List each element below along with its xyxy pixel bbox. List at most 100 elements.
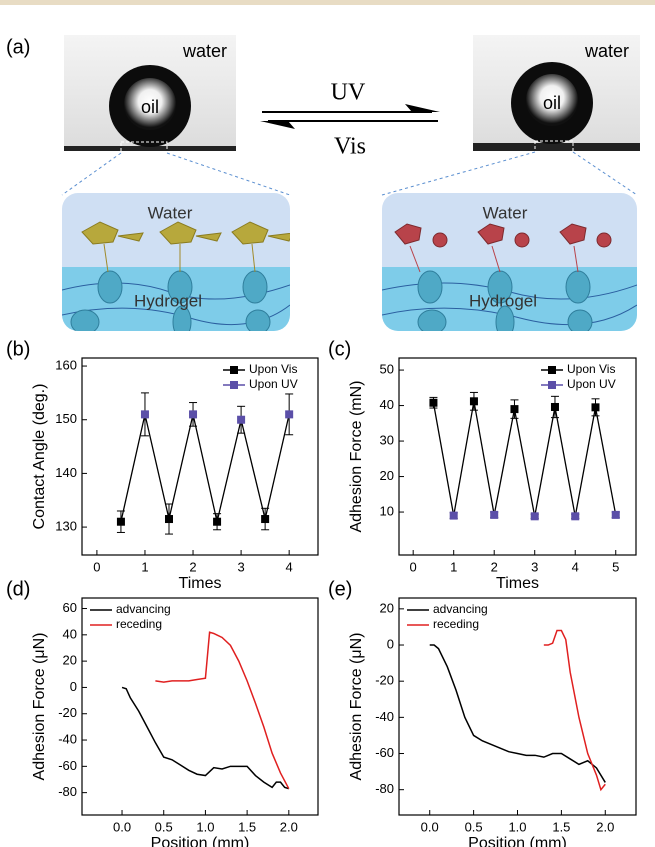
x-axis-label: Position (mm) xyxy=(468,835,567,847)
y-tick-label: 0 xyxy=(70,679,77,694)
x-axis-label: Times xyxy=(496,575,539,592)
marker xyxy=(490,510,499,519)
marker xyxy=(261,515,270,524)
y-tick-label: -40 xyxy=(375,709,394,724)
marker xyxy=(469,397,478,406)
right-schematic: Water Hydrogel xyxy=(382,193,637,331)
y-tick-label: 20 xyxy=(63,653,77,668)
x-tick-label: 1 xyxy=(450,559,457,574)
x-tick-label: 0.0 xyxy=(113,819,131,834)
y-tick-label: 40 xyxy=(63,626,77,641)
marker xyxy=(449,511,458,520)
top-band xyxy=(0,0,655,5)
legend-marker xyxy=(548,381,556,389)
x-tick-label: 0.5 xyxy=(465,819,483,834)
legend-label: receding xyxy=(116,617,162,631)
legend-label: Upon Vis xyxy=(567,362,615,376)
marker xyxy=(429,398,438,407)
x-axis-label: Position (mm) xyxy=(151,835,250,847)
y-tick-label: -40 xyxy=(58,731,77,746)
arrow-label: Vis xyxy=(334,134,366,160)
drop-label: oil xyxy=(543,93,561,113)
legend-label: receding xyxy=(433,617,479,631)
x-tick-label: 1 xyxy=(141,559,148,574)
left-schematic: Water Hydrogel xyxy=(62,193,290,331)
x-tick-label: 0.0 xyxy=(421,819,439,834)
legend-marker xyxy=(230,366,238,374)
marker xyxy=(571,512,580,521)
x-tick-label: 0 xyxy=(410,559,417,574)
right-photo: water oil xyxy=(473,35,640,153)
marker xyxy=(116,517,125,526)
panel-label: (c) xyxy=(328,338,351,360)
y-tick-label: 150 xyxy=(55,411,77,426)
y-tick-label: 20 xyxy=(380,468,394,483)
y-tick-label: -20 xyxy=(375,673,394,688)
data-line xyxy=(155,631,290,790)
legend-label: Upon UV xyxy=(567,377,616,391)
legend-marker xyxy=(548,366,556,374)
x-axis-label: Times xyxy=(179,575,222,592)
legend-marker xyxy=(230,381,238,389)
x-tick-label: 5 xyxy=(612,559,619,574)
y-tick-label: -60 xyxy=(375,745,394,760)
y-tick-label: 10 xyxy=(380,503,394,518)
left-photo: water oil xyxy=(64,35,236,154)
plot-frame xyxy=(398,357,637,556)
panel-label: (d) xyxy=(6,578,30,600)
legend-label: Upon Vis xyxy=(249,362,297,376)
y-axis-label: Contact Angle (deg.) xyxy=(31,384,48,530)
region-label: Hydrogel xyxy=(134,291,202,310)
plot-frame xyxy=(81,597,319,816)
panel-label: (b) xyxy=(6,338,30,360)
y-tick-label: 50 xyxy=(380,362,394,377)
y-tick-label: 30 xyxy=(380,432,394,447)
y-tick-label: -20 xyxy=(58,705,77,720)
marker xyxy=(611,510,620,519)
panel-label: (e) xyxy=(328,578,352,600)
x-tick-label: 0 xyxy=(93,559,100,574)
y-tick-label: 140 xyxy=(55,465,77,480)
region-label: Water xyxy=(148,203,193,222)
x-tick-label: 3 xyxy=(237,559,244,574)
data-line xyxy=(543,629,606,792)
x-tick-label: 3 xyxy=(531,559,538,574)
y-tick-label: 40 xyxy=(380,397,394,412)
x-tick-label: 1.5 xyxy=(238,819,256,834)
zoom-lines xyxy=(61,151,638,196)
y-tick-label: -80 xyxy=(375,781,394,796)
region-label: Water xyxy=(483,203,528,222)
x-tick-label: 4 xyxy=(286,559,293,574)
marker xyxy=(164,515,173,524)
y-tick-label: 130 xyxy=(55,519,77,534)
data-line xyxy=(429,644,606,783)
marker xyxy=(189,410,198,419)
x-tick-label: 2 xyxy=(189,559,196,574)
y-axis-label: Adhesion Force (μN) xyxy=(348,633,365,781)
marker xyxy=(510,405,519,414)
y-tick-label: 0 xyxy=(387,636,394,651)
marker xyxy=(530,512,539,521)
x-tick-label: 1.5 xyxy=(552,819,570,834)
marker xyxy=(140,410,149,419)
y-axis-label: Adhesion Force (mN) xyxy=(348,380,365,532)
x-tick-label: 2.0 xyxy=(596,819,614,834)
x-tick-label: 0.5 xyxy=(155,819,173,834)
legend-label: Upon UV xyxy=(249,377,298,391)
marker xyxy=(237,415,246,424)
panel-label: (a) xyxy=(6,36,30,58)
marker xyxy=(285,410,294,419)
connecting-line xyxy=(432,401,617,517)
plot-frame xyxy=(81,357,319,556)
marker xyxy=(213,517,222,526)
y-axis-label: Adhesion Force (μN) xyxy=(31,633,48,781)
x-tick-label: 2 xyxy=(491,559,498,574)
medium-label: water xyxy=(584,41,629,61)
equilibrium-arrows xyxy=(260,104,440,129)
data-line xyxy=(121,686,290,790)
connecting-line xyxy=(120,414,290,522)
marker xyxy=(591,403,600,412)
y-tick-label: 160 xyxy=(55,357,77,372)
